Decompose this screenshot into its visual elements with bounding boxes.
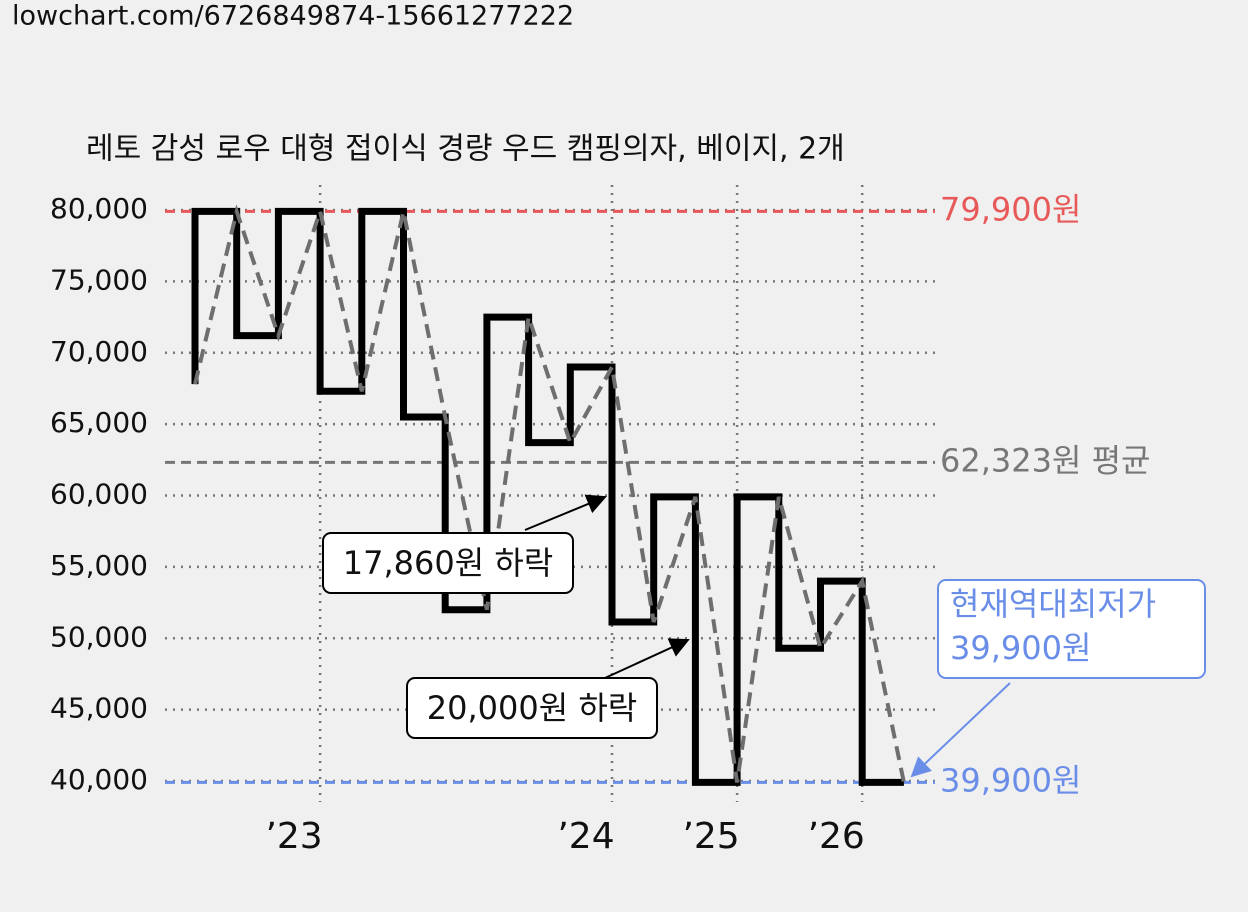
annotation-text: 39,900원 <box>950 629 1091 667</box>
x-tick-label: ’24 <box>557 816 614 857</box>
annotation-text: 17,860원 하락 <box>343 544 553 582</box>
reference-label: 79,900원 <box>940 190 1081 228</box>
annotation-arrow <box>524 494 607 531</box>
y-tick-label: 60,000 <box>50 478 148 511</box>
annotation-box <box>406 677 658 739</box>
y-tick-label: 45,000 <box>50 692 148 725</box>
url: lowchart.com/6726849874-15661277222 <box>12 1 574 32</box>
annotation-arrow <box>910 682 1011 778</box>
chart-title: 레토 감성 로우 대형 접이식 경량 우드 캠핑의자, 베이지, 2개 <box>86 132 845 167</box>
annotation-box <box>937 579 1206 679</box>
y-tick-label: 40,000 <box>50 763 148 796</box>
y-tick-label: 65,000 <box>50 406 148 439</box>
y-tick-label: 80,000 <box>50 192 148 225</box>
annotation-box <box>322 532 574 594</box>
annotation-text: 현재역대최저가 <box>950 585 1156 623</box>
price-step-line <box>191 207 904 786</box>
y-tick-label: 55,000 <box>50 549 148 582</box>
annotation-text: 20,000원 하락 <box>427 689 637 727</box>
x-tick-label: ’26 <box>808 816 865 857</box>
reference-label: 62,323원 평균 <box>940 441 1150 479</box>
reference-label: 39,900원 <box>940 761 1081 799</box>
y-tick-label: 70,000 <box>50 335 148 368</box>
annotation-arrow <box>604 638 690 679</box>
x-tick-label: ’25 <box>682 816 739 857</box>
y-tick-label: 50,000 <box>50 620 148 653</box>
y-tick-label: 75,000 <box>50 263 148 296</box>
x-tick-label: ’23 <box>265 816 322 857</box>
